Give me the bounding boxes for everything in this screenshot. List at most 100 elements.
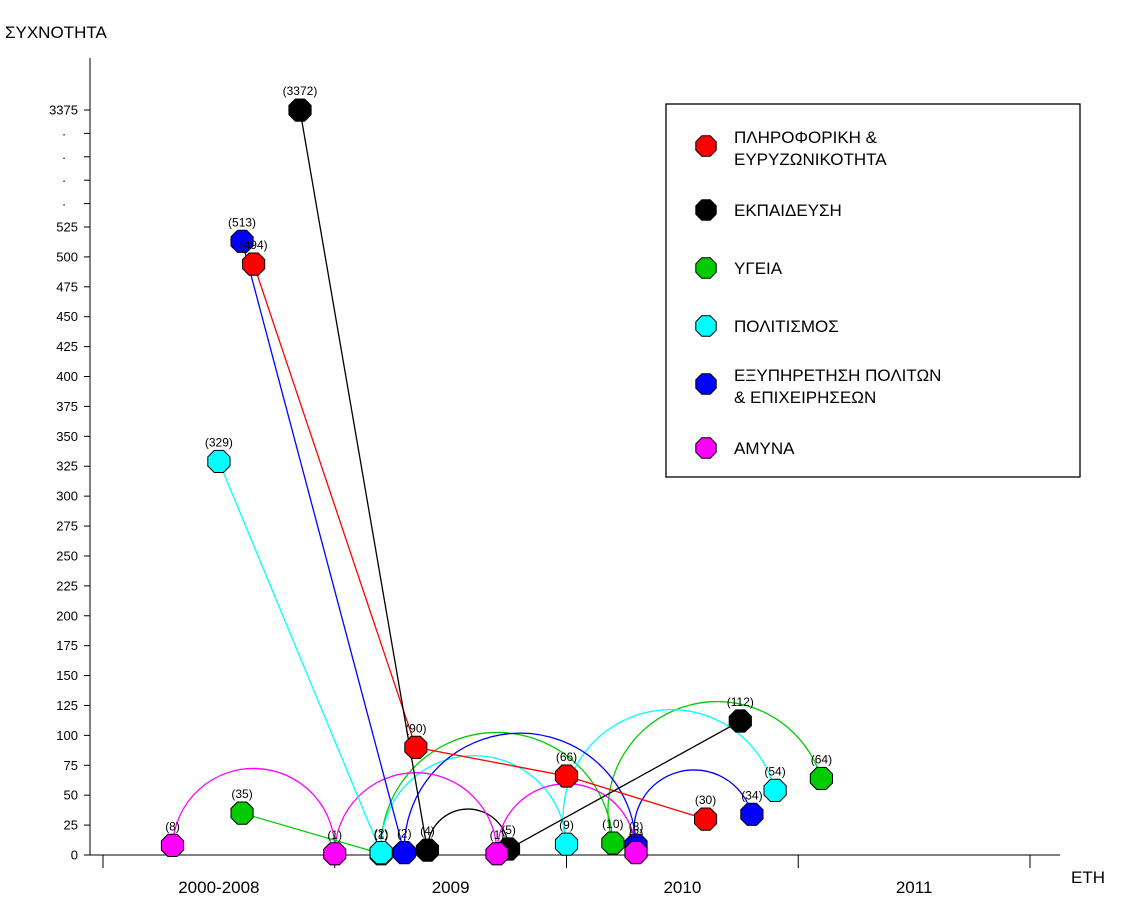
data-point — [485, 842, 509, 866]
y-tick-label: 300 — [56, 489, 78, 504]
data-label: (1) — [490, 828, 505, 842]
series-line — [218, 461, 382, 853]
data-label: (8) — [629, 819, 644, 833]
data-point — [323, 842, 347, 866]
y-tick-label: 225 — [56, 578, 78, 593]
legend-marker — [695, 437, 717, 459]
data-label: (8) — [165, 819, 180, 833]
data-label: (9) — [559, 818, 574, 832]
legend-label: ΠΛΗΡΟΦΟΡΙΚΗ & — [734, 128, 878, 147]
series-arc — [334, 772, 498, 854]
legend-marker — [695, 199, 717, 221]
data-point — [288, 98, 312, 122]
data-point — [740, 802, 764, 826]
legend-label: ΕΞΥΠΗΡΕΤΗΣΗ ΠΟΛΙΤΩΝ — [734, 366, 941, 385]
y-tick-label: 475 — [56, 279, 78, 294]
y-tick-label: 200 — [56, 608, 78, 623]
legend-label: ΠΟΛΙΤΙΣΜΟΣ — [734, 317, 839, 336]
legend-marker — [695, 373, 717, 395]
legend-marker — [695, 135, 717, 157]
legend-marker — [695, 257, 717, 279]
legend-label: ΑΜΥΝΑ — [734, 439, 795, 458]
series-line — [566, 775, 706, 820]
y-tick-label: 275 — [56, 519, 78, 534]
data-point — [207, 449, 231, 473]
data-label: (513) — [228, 215, 256, 229]
data-label: (5) — [501, 823, 516, 837]
series-arc — [633, 769, 753, 846]
y-tick-label: 25 — [64, 818, 78, 833]
y-tick-label: 375 — [56, 399, 78, 414]
legend-label: ΕΚΠΑΙΔΕΥΣΗ — [734, 201, 842, 220]
series-line — [299, 110, 429, 851]
y-tick-label: 350 — [56, 429, 78, 444]
data-label: (64) — [811, 752, 832, 766]
y-tick-label: 525 — [56, 220, 78, 235]
y-break-mark: . — [62, 123, 66, 138]
data-point — [369, 841, 393, 865]
y-tick-label: 250 — [56, 548, 78, 563]
data-point — [160, 833, 185, 857]
data-label: (90) — [405, 721, 426, 735]
data-label: (1) — [374, 828, 389, 842]
y-tick-label: 450 — [56, 309, 78, 324]
series-arc — [607, 700, 823, 844]
y-tick-label: 175 — [56, 638, 78, 653]
y-tick-label: 3375 — [49, 103, 78, 118]
data-point — [404, 735, 428, 759]
data-label: (10) — [602, 817, 623, 831]
y-tick-label: 425 — [56, 339, 78, 354]
y-break-mark: . — [62, 147, 66, 162]
data-label: (34) — [741, 788, 762, 802]
data-point — [694, 807, 718, 831]
data-label: (35) — [231, 787, 252, 801]
legend-label: ΕΥΡΥΖΩΝΙΚΟΤΗΤΑ — [734, 150, 887, 169]
series-arc — [380, 754, 568, 853]
y-break-mark: . — [62, 170, 66, 185]
legend-label: & ΕΠΙΧΕΙΡΗΣΕΩΝ — [734, 388, 876, 407]
data-point — [392, 841, 416, 865]
series-line — [241, 241, 405, 853]
data-label: (4) — [420, 824, 435, 838]
data-label: (2) — [397, 827, 412, 841]
data-point — [242, 252, 266, 276]
x-category-label: 2010 — [663, 878, 701, 897]
y-tick-label: 500 — [56, 249, 78, 264]
y-axis-title: ΣΥΧΝΟΤΗΤΑ — [5, 23, 107, 42]
data-point — [809, 766, 833, 790]
data-label: (112) — [727, 695, 754, 709]
series-line — [508, 720, 741, 850]
data-label: (2) — [374, 827, 389, 841]
data-label: (54) — [764, 764, 785, 778]
series-line — [241, 812, 382, 855]
data-label: (30) — [695, 793, 716, 807]
data-point — [624, 841, 648, 865]
data-point — [230, 229, 254, 253]
series-arc — [562, 708, 776, 845]
legend-marker — [695, 315, 717, 337]
data-label: (329) — [205, 435, 233, 449]
data-point — [554, 832, 579, 856]
y-break-mark: . — [62, 194, 66, 209]
x-category-label: 2000-2008 — [178, 878, 259, 897]
data-point — [230, 801, 254, 825]
y-tick-label: 100 — [56, 728, 78, 743]
series-arc — [426, 808, 510, 851]
legend-box — [665, 103, 1081, 478]
data-point — [601, 831, 625, 855]
series-line — [415, 746, 567, 777]
data-point — [415, 838, 439, 862]
series-arc — [171, 767, 336, 854]
x-category-label: 2009 — [432, 878, 470, 897]
x-category-label: 2011 — [896, 878, 933, 897]
series-line — [253, 263, 417, 748]
y-tick-label: 400 — [56, 369, 78, 384]
y-tick-label: 125 — [56, 698, 78, 713]
x-axis-title: ΕΤΗ — [1071, 868, 1105, 887]
data-label: (1) — [327, 828, 342, 842]
y-tick-label: 50 — [64, 788, 78, 803]
y-tick-label: 150 — [56, 668, 78, 683]
data-point — [728, 709, 752, 733]
